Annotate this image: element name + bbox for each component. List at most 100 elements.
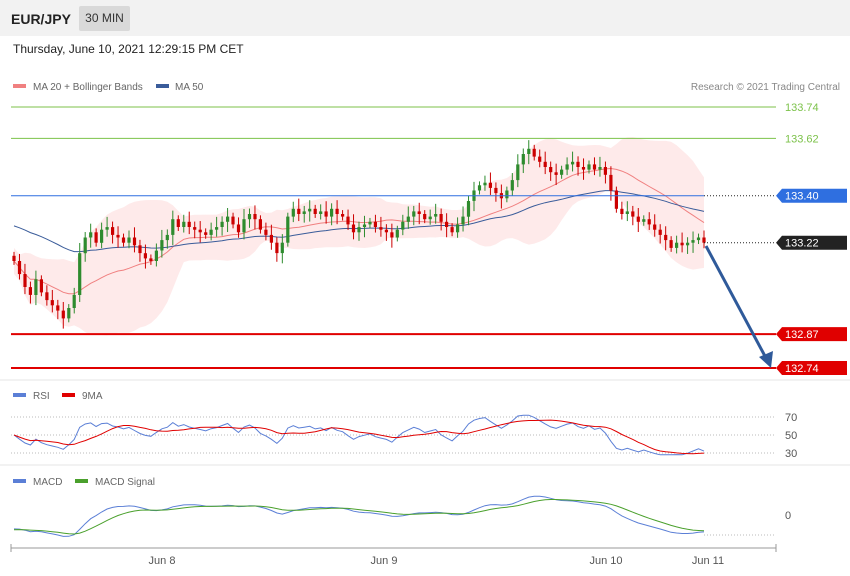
candle-body <box>390 232 394 238</box>
candle-body <box>226 216 230 222</box>
candle <box>560 165 564 179</box>
candle-body <box>89 232 93 238</box>
candle-body <box>428 216 432 220</box>
candle-body <box>696 237 701 241</box>
title-bar: EUR/JPY 30 MIN <box>0 0 850 36</box>
candle-body <box>45 292 49 301</box>
level-label: 132.74 <box>785 363 819 375</box>
candle <box>401 214 405 236</box>
candle <box>658 224 662 244</box>
legend-9ma-swatch <box>62 393 75 397</box>
candle-body <box>198 229 202 233</box>
rsi-legend: RSI 9MA <box>13 391 103 402</box>
candle-body <box>12 255 16 261</box>
legend-macd-swatch <box>13 479 26 483</box>
price-levels: 133.74 133.62 133.40 133.22 132.87 132.74 <box>11 102 847 375</box>
candle <box>390 223 394 248</box>
candle <box>461 206 465 232</box>
candle <box>620 201 624 220</box>
macd-legend: MACD MACD Signal <box>13 477 155 488</box>
candle-body <box>461 216 465 225</box>
candle-body <box>691 240 695 243</box>
candle <box>362 215 367 238</box>
candle-body <box>401 221 405 230</box>
candle-body <box>335 208 339 214</box>
candle <box>653 214 657 237</box>
candle <box>17 253 22 280</box>
candle <box>592 157 597 176</box>
candle-body <box>132 237 137 246</box>
candle <box>379 216 383 237</box>
candle <box>253 205 257 230</box>
candle <box>664 226 668 251</box>
candle-body <box>587 164 591 170</box>
candle <box>220 216 224 236</box>
candle <box>466 195 471 226</box>
legend-ma50-label: MA 50 <box>175 82 204 93</box>
candle-body <box>242 219 246 233</box>
candle <box>269 224 273 250</box>
candle-body <box>28 287 32 295</box>
candle <box>165 229 169 249</box>
candle-body <box>72 294 76 308</box>
candle <box>576 156 580 176</box>
candle-body <box>598 167 602 170</box>
candle <box>603 161 607 184</box>
candle <box>538 149 542 168</box>
candle <box>571 151 575 172</box>
candle <box>72 287 76 314</box>
candle <box>302 205 306 223</box>
legend-rsi-label: RSI <box>33 391 50 402</box>
candle <box>406 206 410 229</box>
candle <box>395 225 399 242</box>
candle-body <box>67 308 71 319</box>
candle-body <box>291 208 295 217</box>
candle-body <box>565 164 569 170</box>
candle-body <box>614 190 618 209</box>
candle-body <box>171 219 175 235</box>
candle <box>423 210 427 224</box>
candle <box>94 228 98 247</box>
macd-line <box>13 495 705 537</box>
candle <box>324 201 328 224</box>
candle <box>297 198 301 222</box>
candle <box>23 263 27 295</box>
level-label: 132.87 <box>785 329 819 341</box>
rsi-tick-label: 50 <box>785 430 797 442</box>
candle-body <box>280 242 284 254</box>
candle-body <box>220 221 224 227</box>
candle-body <box>231 216 235 225</box>
candle <box>445 213 449 238</box>
candle-body <box>204 232 208 235</box>
candle-body <box>143 253 147 259</box>
candle-body <box>576 161 580 167</box>
candle <box>204 228 208 239</box>
level-tag <box>776 327 847 342</box>
candle <box>258 215 262 234</box>
candle-body <box>23 274 27 287</box>
candle-body <box>308 208 312 212</box>
candle <box>483 175 487 191</box>
candle-body <box>510 180 514 191</box>
candle <box>505 186 509 203</box>
candle-body <box>423 214 427 220</box>
candle-body <box>39 279 43 293</box>
rsi-panel: 70 50 30 <box>11 412 797 460</box>
macd-tick-label: 0 <box>785 510 791 522</box>
candle <box>39 275 43 297</box>
candle-body <box>346 216 350 225</box>
level-tag <box>776 361 847 375</box>
candle-body <box>209 229 213 235</box>
candle-body <box>330 208 334 217</box>
candle <box>275 237 279 262</box>
price-panel <box>12 137 706 336</box>
candle <box>636 208 640 233</box>
rsi-tick-label: 30 <box>785 448 797 460</box>
candle-body <box>116 234 120 238</box>
candle <box>532 144 536 161</box>
timeframe-button[interactable]: 30 MIN <box>79 6 130 31</box>
level-pivot: 133.40 <box>11 188 847 203</box>
candle <box>280 234 284 264</box>
candle <box>412 205 416 226</box>
candle <box>598 156 602 177</box>
